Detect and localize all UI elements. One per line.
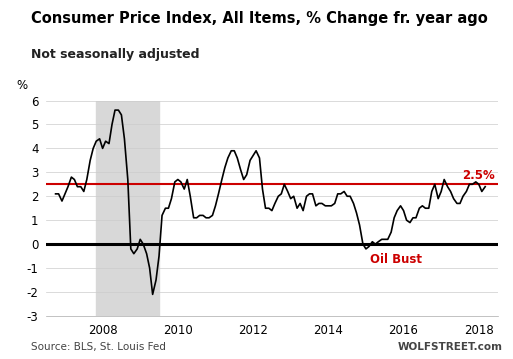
Text: 2.5%: 2.5% bbox=[462, 169, 495, 182]
Text: Source: BLS, St. Louis Fed: Source: BLS, St. Louis Fed bbox=[31, 342, 166, 352]
Bar bbox=[96, 101, 159, 316]
Text: WOLFSTREET.com: WOLFSTREET.com bbox=[398, 342, 503, 352]
Text: Consumer Price Index, All Items, % Change fr. year ago: Consumer Price Index, All Items, % Chang… bbox=[31, 11, 487, 26]
Text: Oil Bust: Oil Bust bbox=[370, 253, 422, 266]
Text: Not seasonally adjusted: Not seasonally adjusted bbox=[31, 48, 199, 61]
Text: %: % bbox=[17, 79, 28, 92]
